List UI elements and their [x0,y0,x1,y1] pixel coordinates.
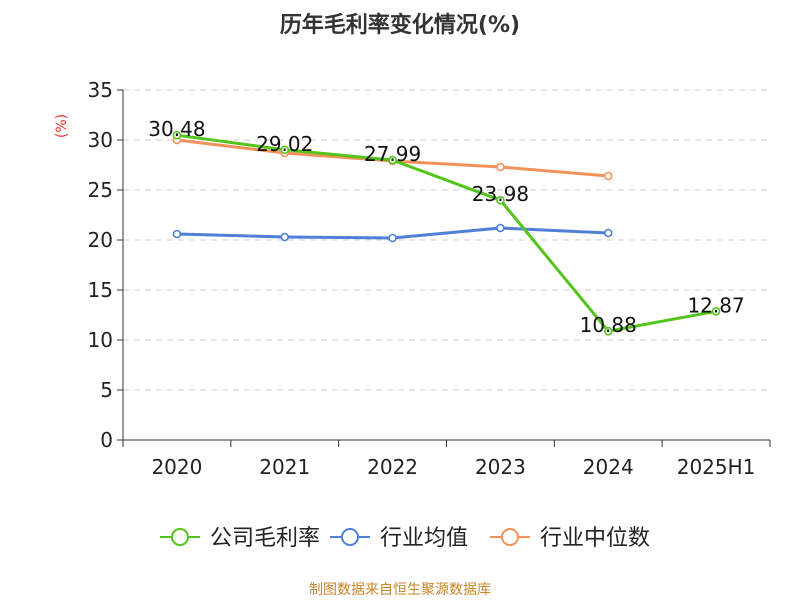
data-label: 10.88 [580,313,637,337]
legend-item-2[interactable]: 行业均值 [330,526,468,551]
series-point-1[interactable] [280,145,290,155]
y-tick-label: 0 [100,428,113,452]
series-point-1[interactable] [711,306,721,316]
series-point-1[interactable] [603,326,613,336]
x-tick-label: 2020 [151,455,202,479]
series-point-3[interactable] [496,162,505,172]
series-point-2[interactable] [172,229,182,239]
data-label: 27.99 [364,142,421,166]
legend-label: 行业中位数 [540,526,650,551]
legend-marker [171,528,189,546]
series-point-1[interactable] [496,195,505,205]
x-tick-label: 2021 [259,455,310,479]
series-line-1 [176,133,717,333]
series-point-1[interactable] [388,155,397,165]
data-label: 30.48 [148,117,205,141]
series-point-1[interactable] [172,130,182,140]
legend-item-1[interactable]: 公司毛利率 [160,526,320,551]
y-tick-label: 10 [88,328,113,352]
legend-marker [501,528,519,546]
data-label: 23.98 [472,182,529,206]
y-axis-label: (%) [54,114,70,138]
axis-layer: 0 5 10 15 20 25 30 35 2020 2021 2022 2023 2024 2025H1 [88,78,771,479]
series-point-2[interactable] [496,223,505,233]
y-tick-label: 25 [88,178,113,202]
legend-marker [341,528,359,546]
y-tick-label: 35 [88,78,113,102]
data-label-layer: 30.48 29.02 27.99 23.98 10.88 12.87 [148,117,744,337]
data-label: 29.02 [256,132,313,156]
series-point-2[interactable] [603,228,613,238]
legend-label: 行业均值 [380,526,468,551]
y-tick-label: 20 [88,228,113,252]
series-point-2[interactable] [388,233,397,243]
x-tick-label: 2023 [475,455,526,479]
x-tick-label: 2022 [367,455,418,479]
legend[interactable]: 公司毛利率 行业均值 行业中位数 [160,526,650,551]
legend-item-3[interactable]: 行业中位数 [490,526,650,551]
series-point-3[interactable] [603,171,613,181]
data-label: 12.87 [687,293,744,317]
chart-title: 历年毛利率变化情况(%) [280,12,520,38]
y-tick-label: 30 [88,128,113,152]
source-note: 制图数据来自恒生聚源数据库 [309,582,491,598]
legend-label: 公司毛利率 [210,526,320,551]
series-layer [172,130,721,336]
grid-layer [123,89,770,391]
y-tick-label: 5 [100,378,113,402]
series-point-2[interactable] [280,232,290,242]
x-tick-label: 2024 [583,455,634,479]
x-tick-label: 2025H1 [677,455,756,479]
y-tick-label: 15 [88,278,113,302]
